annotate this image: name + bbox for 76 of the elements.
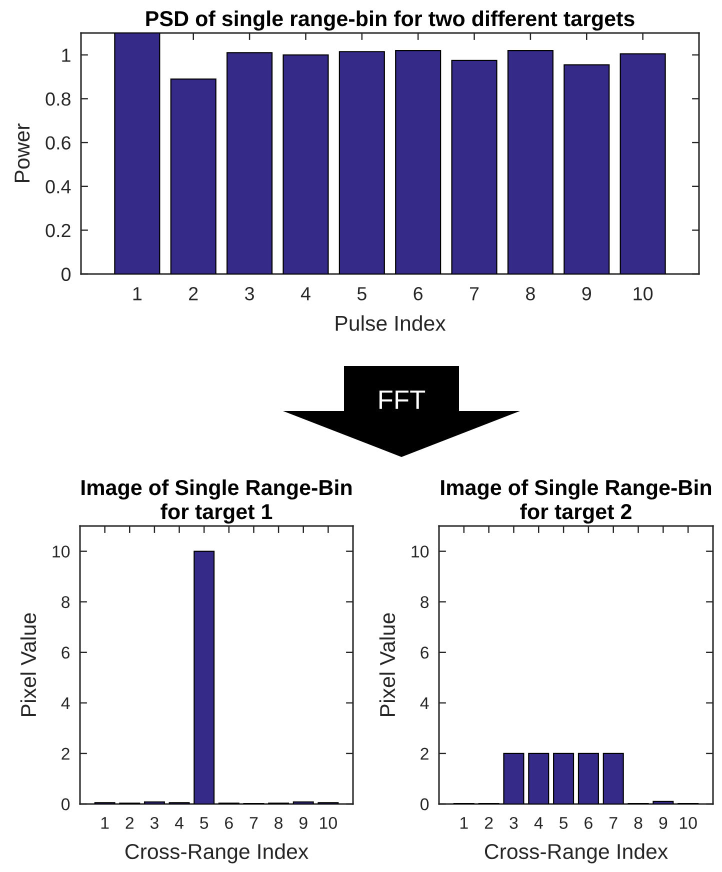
y-axis-title: Power	[14, 124, 30, 182]
x-tick-label: 7	[250, 817, 258, 829]
y-tick-label: 0.2	[46, 224, 70, 238]
x-tick-label: 5	[200, 817, 208, 829]
x-tick-label: 10	[320, 816, 337, 829]
y-tick-label: 4	[420, 697, 429, 710]
bar	[395, 50, 442, 274]
bar	[620, 53, 666, 274]
bar	[451, 60, 498, 274]
x-tick-label: 10	[634, 287, 653, 300]
x-axis-title: Pulse Index	[336, 315, 446, 331]
bar	[507, 50, 554, 274]
bar	[553, 752, 574, 804]
x-tick-label: 9	[582, 287, 591, 300]
bar	[338, 51, 385, 274]
y-tick-label: 10	[52, 546, 70, 558]
x-tick-label: 3	[510, 816, 518, 829]
x-tick-label: 9	[659, 816, 668, 829]
bar	[194, 550, 215, 804]
y-tick-label: 0	[420, 798, 429, 810]
x-tick-label: 7	[610, 817, 618, 829]
x-tick-label: 4	[534, 817, 543, 829]
bar	[282, 54, 329, 274]
y-tick-label: 8	[62, 596, 70, 608]
x-tick-label: 8	[526, 287, 535, 300]
x-tick-label: 8	[634, 816, 642, 829]
chart-title: Image of Single Range-Bin for target 1	[82, 479, 352, 524]
x-tick-label: 4	[174, 817, 184, 829]
text: FFT	[379, 390, 426, 409]
bar	[602, 752, 624, 804]
x-tick-label: 5	[357, 287, 366, 300]
bar	[503, 752, 524, 804]
x-tick-label: 4	[300, 287, 310, 300]
y-tick-label: 6	[420, 646, 429, 659]
y-tick-label: 0.6	[46, 136, 70, 150]
x-tick-label: 1	[101, 817, 109, 829]
x-tick-label: 8	[274, 816, 283, 829]
x-tick-label: 6	[584, 816, 592, 829]
y-tick-label: 1	[62, 48, 70, 62]
y-axis-title: Pixel Value	[379, 613, 396, 716]
y-tick-label: 10	[412, 546, 429, 558]
x-axis-title: Cross-Range Index	[125, 843, 308, 864]
y-tick-label: 8	[420, 596, 429, 608]
chart-title: Image of Single Range-Bin for target 2	[441, 479, 712, 524]
x-tick-label: 1	[460, 817, 468, 829]
y-tick-label: 0	[62, 798, 70, 810]
x-tick-label: 10	[680, 816, 697, 829]
bar	[114, 33, 160, 274]
x-tick-label: 2	[126, 816, 134, 829]
x-tick-label: 1	[133, 287, 142, 300]
y-tick-label: 4	[61, 697, 70, 710]
x-tick-label: 2	[484, 816, 493, 829]
y-tick-label: 2	[420, 748, 428, 760]
x-tick-label: 3	[150, 816, 158, 829]
x-tick-label: 6	[225, 816, 233, 829]
bar	[578, 752, 599, 804]
y-tick-label: 0.4	[46, 180, 71, 194]
y-tick-label: 6	[62, 646, 70, 659]
chart-title: PSD of single range-bin for two different targets	[146, 10, 634, 31]
y-tick-label: 0	[62, 268, 71, 282]
bar	[652, 800, 674, 804]
x-tick-label: 3	[245, 287, 254, 300]
bar	[564, 64, 610, 274]
x-tick-label: 5	[560, 817, 568, 829]
bar	[144, 801, 165, 804]
bar	[226, 52, 273, 274]
y-axis-title: Pixel Value	[20, 613, 36, 716]
x-tick-label: 7	[470, 287, 479, 300]
x-tick-label: 9	[299, 816, 308, 829]
y-tick-label: 2	[62, 748, 70, 760]
bar	[170, 78, 216, 274]
x-tick-label: 2	[189, 287, 198, 300]
y-tick-label: 0.8	[46, 92, 70, 106]
x-axis-title: Cross-Range Index	[484, 843, 668, 864]
bar	[292, 801, 314, 804]
bar	[528, 752, 550, 804]
